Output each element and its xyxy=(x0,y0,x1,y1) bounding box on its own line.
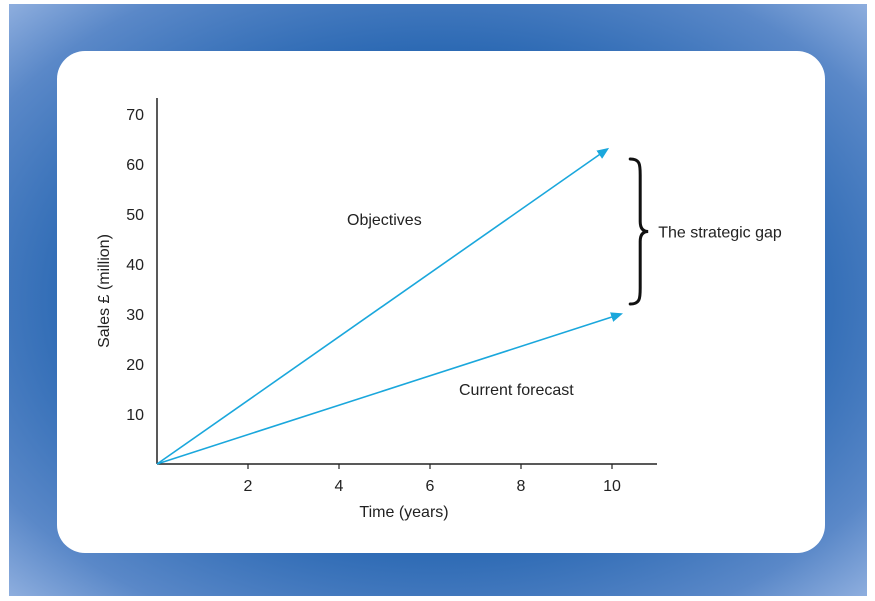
chart-svg: 10 20 30 40 50 60 70 2 4 6 8 10 Objectives Current … xyxy=(96,98,782,521)
series-layer: Objectives Current forecast xyxy=(156,147,624,465)
series-line-current-forecast xyxy=(156,312,624,465)
x-axis-ticks: 2 4 6 8 10 xyxy=(244,464,621,495)
y-axis-ticks: 10 20 30 40 50 60 70 xyxy=(126,107,144,424)
y-tick-label: 70 xyxy=(126,107,144,124)
y-tick-label: 40 xyxy=(126,257,144,274)
series-label: Objectives xyxy=(347,212,422,229)
axes xyxy=(156,98,657,465)
x-tick-label: 6 xyxy=(426,478,435,495)
series-label: Current forecast xyxy=(459,382,574,399)
y-tick-label: 10 xyxy=(126,407,144,424)
background-frame: 10 20 30 40 50 60 70 2 4 6 8 10 Objectives Current … xyxy=(9,4,867,596)
series-line-objectives xyxy=(156,147,610,465)
x-tick-label: 2 xyxy=(244,478,253,495)
x-tick-label: 8 xyxy=(517,478,526,495)
y-axis-label: Sales £ (million) xyxy=(96,234,113,348)
annotation-layer: The strategic gap xyxy=(628,157,782,306)
x-tick-label: 4 xyxy=(335,478,344,495)
y-tick-label: 50 xyxy=(126,207,144,224)
y-tick-label: 30 xyxy=(126,307,144,324)
x-tick-label: 10 xyxy=(603,478,621,495)
x-axis-label: Time (years) xyxy=(359,504,448,521)
chart-card: 10 20 30 40 50 60 70 2 4 6 8 10 Objectives Current … xyxy=(57,51,825,553)
strategic-gap-brace xyxy=(628,157,649,306)
y-tick-label: 60 xyxy=(126,157,144,174)
strategic-gap-label: The strategic gap xyxy=(658,225,782,242)
y-tick-label: 20 xyxy=(126,357,144,374)
